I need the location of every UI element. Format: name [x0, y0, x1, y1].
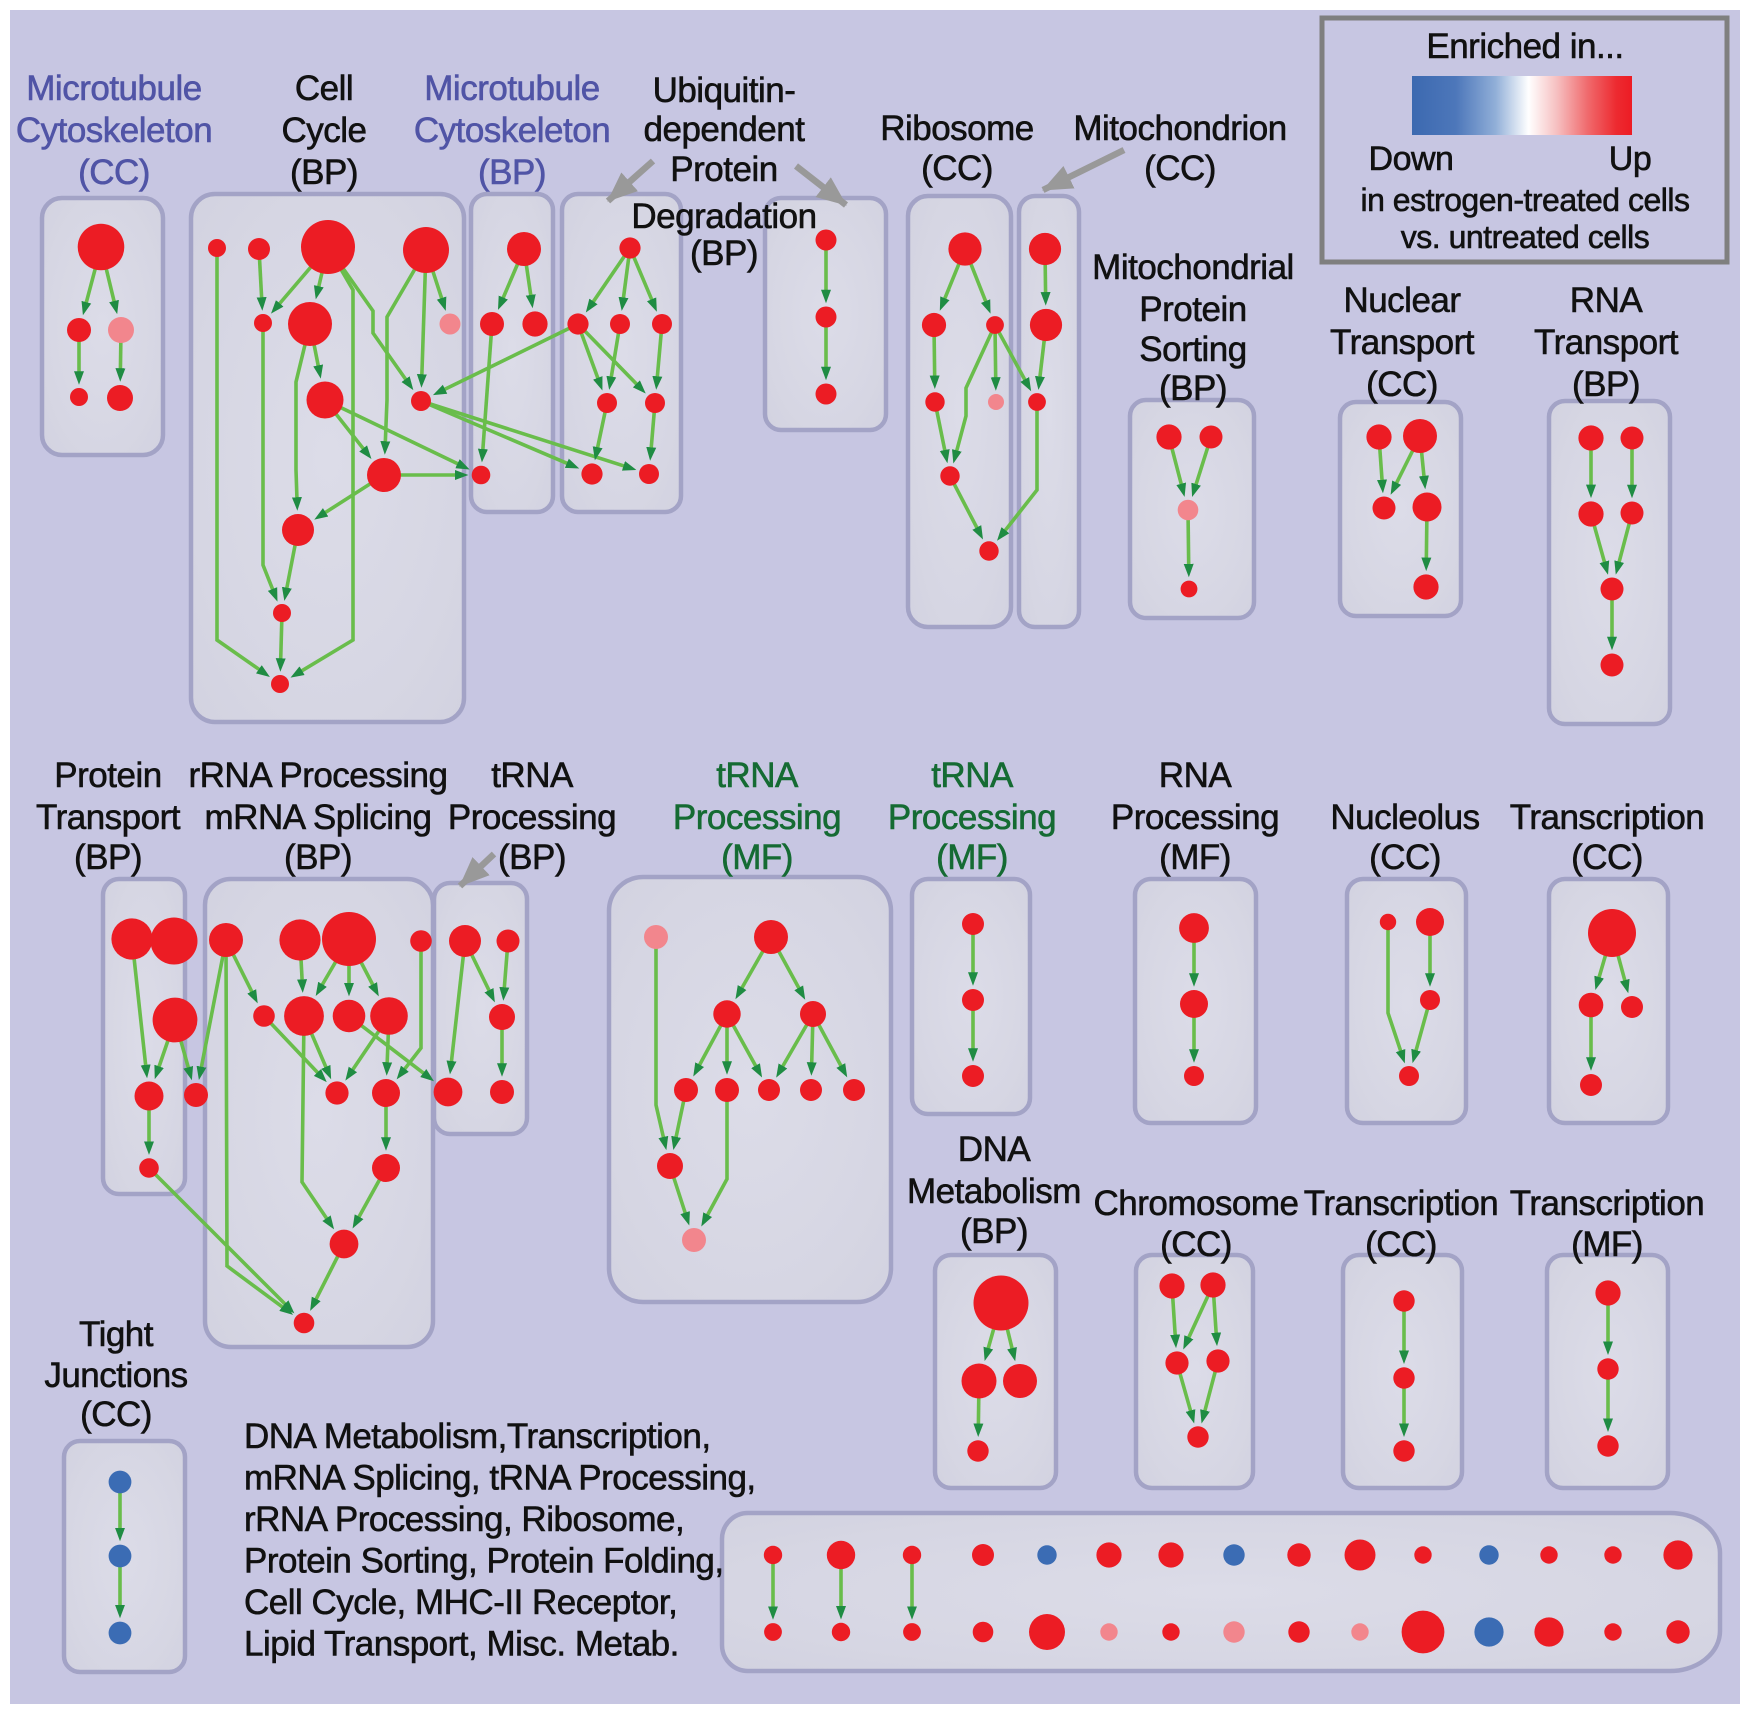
svg-text:Nucleolus: Nucleolus: [1330, 798, 1479, 837]
svg-text:(CC): (CC): [78, 153, 150, 192]
svg-text:DNA: DNA: [958, 1130, 1032, 1169]
svg-text:(BP): (BP): [284, 838, 352, 877]
svg-text:Cytoskeleton: Cytoskeleton: [16, 111, 212, 150]
svg-text:Transcription: Transcription: [1510, 798, 1705, 837]
svg-text:Chromosome: Chromosome: [1093, 1184, 1298, 1223]
svg-text:Mitochondrion: Mitochondrion: [1073, 109, 1286, 148]
svg-text:(CC): (CC): [1369, 838, 1441, 877]
svg-text:RNA: RNA: [1570, 281, 1644, 320]
svg-text:DNA Metabolism,Transcription,: DNA Metabolism,Transcription,: [244, 1417, 711, 1456]
svg-text:mRNA Splicing, tRNA Processing: mRNA Splicing, tRNA Processing,: [244, 1459, 756, 1498]
svg-text:(MF): (MF): [936, 838, 1008, 877]
svg-text:(MF): (MF): [721, 838, 793, 877]
svg-text:(CC): (CC): [1365, 1225, 1437, 1264]
svg-text:(CC): (CC): [1571, 838, 1643, 877]
svg-text:tRNA: tRNA: [491, 756, 574, 795]
svg-text:Transcription: Transcription: [1304, 1184, 1499, 1223]
svg-text:Cycle: Cycle: [281, 111, 366, 150]
svg-text:Processing: Processing: [1111, 798, 1279, 837]
svg-text:Lipid Transport, Misc. Metab.: Lipid Transport, Misc. Metab.: [244, 1625, 679, 1664]
svg-text:Protein Sorting, Protein Foldi: Protein Sorting, Protein Folding,: [244, 1542, 724, 1581]
svg-text:(BP): (BP): [1572, 365, 1640, 404]
svg-text:Cell: Cell: [295, 69, 353, 108]
svg-text:Sorting: Sorting: [1139, 330, 1246, 369]
svg-text:(MF): (MF): [1571, 1225, 1643, 1264]
svg-text:Cell Cycle, MHC-II Receptor,: Cell Cycle, MHC-II Receptor,: [244, 1583, 677, 1622]
svg-text:Tight: Tight: [79, 1315, 154, 1354]
svg-text:Protein: Protein: [670, 150, 777, 189]
svg-text:rRNA Processing, Ribosome,: rRNA Processing, Ribosome,: [244, 1500, 684, 1539]
svg-text:Down: Down: [1369, 140, 1454, 178]
svg-text:(BP): (BP): [690, 234, 758, 273]
svg-text:Processing: Processing: [888, 798, 1056, 837]
svg-text:Transport: Transport: [36, 798, 181, 837]
svg-text:Microtubule: Microtubule: [424, 69, 599, 108]
svg-text:dependent: dependent: [644, 110, 806, 149]
svg-text:(CC): (CC): [80, 1395, 152, 1434]
svg-text:tRNA: tRNA: [931, 756, 1014, 795]
svg-text:in estrogen-treated cells: in estrogen-treated cells: [1360, 182, 1689, 218]
svg-text:RNA: RNA: [1159, 756, 1233, 795]
svg-text:(BP): (BP): [960, 1212, 1028, 1251]
svg-text:rRNA Processing: rRNA Processing: [189, 756, 448, 795]
svg-text:tRNA: tRNA: [716, 756, 799, 795]
svg-text:Metabolism: Metabolism: [907, 1172, 1081, 1211]
svg-text:mRNA Splicing: mRNA Splicing: [205, 798, 432, 837]
svg-text:Transcription: Transcription: [1510, 1184, 1705, 1223]
svg-text:(CC): (CC): [921, 149, 993, 188]
svg-text:Processing: Processing: [448, 798, 616, 837]
svg-text:Microtubule: Microtubule: [26, 69, 201, 108]
svg-text:(BP): (BP): [498, 838, 566, 877]
svg-text:Degradation: Degradation: [631, 197, 816, 236]
svg-text:Ribosome: Ribosome: [880, 109, 1034, 148]
svg-text:Protein: Protein: [1139, 290, 1246, 329]
svg-text:Up: Up: [1609, 140, 1651, 178]
svg-text:(BP): (BP): [478, 153, 546, 192]
svg-text:(BP): (BP): [74, 838, 142, 877]
svg-text:(CC): (CC): [1366, 365, 1438, 404]
svg-text:Ubiquitin-: Ubiquitin-: [653, 71, 796, 110]
svg-text:Cytoskeleton: Cytoskeleton: [414, 111, 610, 150]
svg-text:(CC): (CC): [1160, 1225, 1232, 1264]
svg-text:Enriched in...: Enriched in...: [1426, 27, 1623, 66]
svg-text:Junctions: Junctions: [44, 1356, 187, 1395]
svg-text:Protein: Protein: [54, 756, 161, 795]
svg-text:(CC): (CC): [1144, 149, 1216, 188]
svg-text:Processing: Processing: [673, 798, 841, 837]
svg-text:(BP): (BP): [1159, 369, 1227, 408]
svg-text:Transport: Transport: [1330, 323, 1475, 362]
svg-text:Mitochondrial: Mitochondrial: [1092, 248, 1294, 287]
svg-text:(BP): (BP): [290, 153, 358, 192]
svg-text:Nuclear: Nuclear: [1343, 281, 1461, 320]
svg-text:(MF): (MF): [1159, 838, 1231, 877]
svg-text:Transport: Transport: [1534, 323, 1679, 362]
svg-text:vs. untreated cells: vs. untreated cells: [1401, 219, 1649, 255]
